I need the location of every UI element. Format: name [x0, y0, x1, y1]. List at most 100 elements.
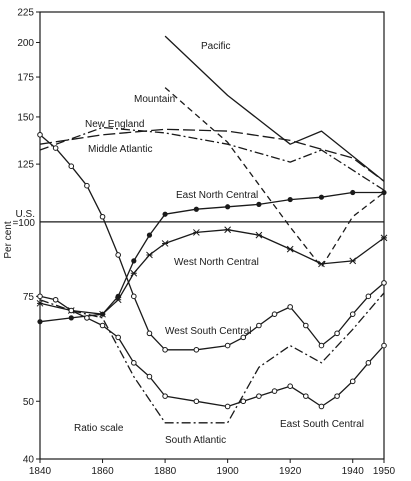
point-west-north-central — [255, 231, 263, 239]
point-east-south-central — [381, 342, 387, 349]
point-west-north-central — [114, 296, 122, 304]
x-tick-label: 1900 — [217, 466, 240, 477]
point-east-south-central — [37, 293, 43, 300]
x-tick-label: 1840 — [29, 466, 52, 477]
point-east-south-central — [52, 296, 59, 303]
point-east-south-central — [68, 307, 75, 314]
point-west-south-central — [115, 252, 121, 258]
series-mountain — [164, 87, 385, 268]
series-labels: Pacific Mountain New England Middle Atla… — [85, 41, 364, 446]
point-west-south-central — [349, 311, 356, 317]
point-east-north-central — [162, 211, 168, 217]
series-line-mountain — [164, 87, 385, 268]
point-east-south-central — [146, 373, 153, 380]
point-west-north-central — [146, 251, 153, 259]
plot-frame — [39, 11, 385, 460]
point-east-south-central — [334, 393, 340, 399]
series-line-new-england — [39, 126, 385, 191]
point-west-north-central — [161, 240, 169, 247]
point-east-north-central — [350, 189, 356, 196]
point-east-north-central — [131, 258, 137, 264]
series-south-atlantic — [39, 292, 385, 424]
us-reference-label-line2: =100 — [12, 218, 35, 229]
point-west-south-central — [334, 330, 340, 337]
point-west-north-central — [130, 269, 138, 277]
point-west-south-central — [240, 334, 247, 341]
y-tick-label: 150 — [17, 112, 34, 123]
point-west-south-central — [52, 145, 59, 151]
x-tick-label: 1950 — [373, 466, 396, 477]
y-tick-label: 125 — [17, 160, 34, 171]
point-west-south-central — [193, 346, 200, 353]
point-east-south-central — [365, 360, 372, 366]
y-tick-label: 225 — [17, 8, 34, 19]
point-east-north-central — [287, 196, 293, 203]
point-east-south-central — [115, 334, 121, 341]
y-tick-label: 50 — [23, 397, 35, 408]
point-east-south-central — [224, 403, 231, 410]
point-west-south-central — [256, 322, 262, 329]
point-east-south-central — [131, 360, 137, 366]
point-west-north-central — [99, 310, 106, 318]
label-middle-atlantic: Middle Atlantic — [88, 144, 152, 155]
point-east-south-central — [162, 393, 168, 399]
series-east-south-central — [37, 293, 387, 410]
point-west-north-central — [380, 234, 388, 242]
point-east-south-central — [287, 383, 293, 389]
label-west-south-central: West South Central — [165, 326, 252, 337]
point-east-north-central — [37, 319, 43, 325]
point-west-south-central — [162, 346, 168, 353]
point-east-south-central — [99, 322, 106, 329]
y-axis: 225 200 175 150 125 75 50 40 — [17, 8, 40, 466]
point-west-north-central — [286, 245, 294, 253]
series-layer — [36, 35, 388, 424]
point-west-south-central — [381, 280, 387, 286]
point-east-south-central — [349, 378, 356, 385]
point-west-south-central — [99, 213, 106, 220]
label-mountain: Mountain — [134, 94, 175, 105]
us-reference-label-line1: U.S. — [16, 209, 35, 220]
point-west-south-central — [365, 293, 372, 300]
series-line-pacific — [164, 35, 385, 182]
point-east-south-central — [84, 315, 90, 321]
y-tick-label: 200 — [17, 38, 34, 49]
y-tick-label: 175 — [17, 73, 34, 84]
us-reference: U.S. =100 — [12, 209, 384, 229]
point-east-south-central — [240, 398, 247, 405]
point-west-north-central — [193, 229, 200, 236]
label-south-atlantic: South Atlantic — [165, 435, 226, 446]
series-new-england — [39, 126, 385, 191]
point-east-north-central — [256, 201, 262, 207]
point-east-north-central — [193, 206, 199, 212]
point-west-south-central — [131, 293, 137, 300]
x-tick-label: 1920 — [279, 466, 302, 477]
point-east-south-central — [271, 388, 278, 394]
x-tick-label: 1860 — [91, 466, 114, 477]
point-west-south-central — [146, 330, 153, 337]
label-new-england: New England — [85, 119, 144, 130]
point-west-south-central — [318, 342, 325, 349]
point-west-north-central — [318, 260, 325, 268]
label-west-north-central: West North Central — [174, 257, 259, 268]
series-west-south-central — [37, 131, 387, 353]
point-west-south-central — [68, 163, 75, 169]
point-west-south-central — [303, 322, 309, 329]
point-east-north-central — [68, 315, 74, 321]
label-east-north-central: East North Central — [176, 190, 258, 201]
label-east-south-central: East South Central — [280, 419, 364, 430]
series-west-north-central — [36, 226, 388, 318]
point-west-south-central — [84, 182, 90, 189]
point-west-north-central — [36, 299, 44, 307]
point-west-north-central — [224, 226, 231, 234]
point-east-south-central — [318, 403, 325, 410]
y-tick-label: 40 — [23, 455, 35, 466]
y-tick-label: 75 — [23, 292, 35, 303]
y-axis-label: Per cent — [3, 221, 14, 258]
x-tick-label: 1940 — [342, 466, 365, 477]
series-pacific — [164, 35, 385, 182]
point-east-south-central — [193, 398, 200, 405]
point-west-south-central — [271, 311, 278, 317]
point-west-south-central — [37, 131, 43, 138]
ratio-scale-note: Ratio scale — [74, 423, 124, 434]
